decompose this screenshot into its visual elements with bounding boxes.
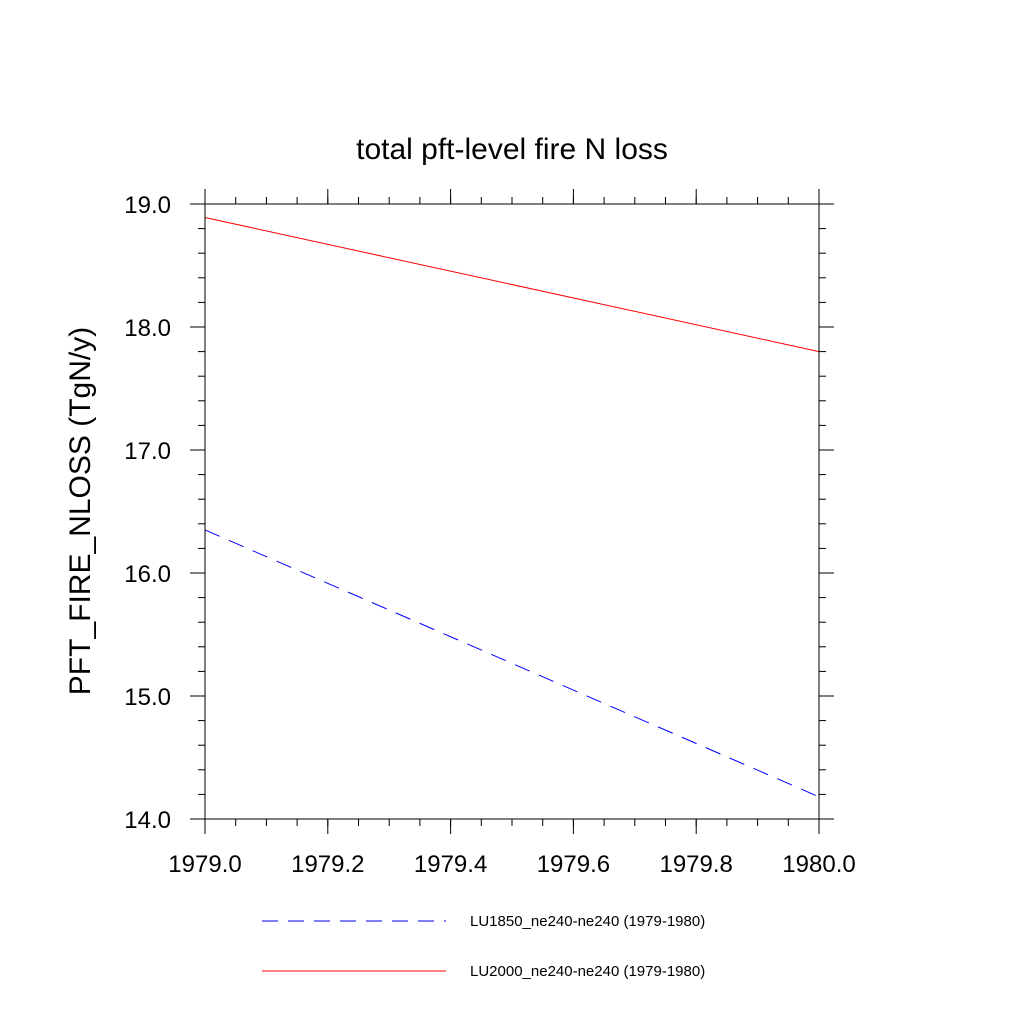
x-tick-label: 1979.0: [168, 851, 241, 878]
y-tick-label: 17.0: [124, 438, 171, 465]
legend-label: LU1850_ne240-ne240 (1979-1980): [470, 913, 705, 930]
y-axis-label: PFT_FIRE_NLOSS (TgN/y): [64, 327, 97, 695]
legend-label: LU2000_ne240-ne240 (1979-1980): [470, 963, 705, 980]
x-tick-label: 1979.2: [291, 851, 364, 878]
y-tick-label: 18.0: [124, 315, 171, 342]
y-tick-label: 19.0: [124, 192, 171, 219]
ticks-layer: 1979.0 1979.2 1979.4 1979.6 1979.8 1980.0 14.0…: [124, 189, 856, 878]
x-tick-label: 1979.4: [414, 851, 487, 878]
chart-title: total pft-level fire N loss: [356, 133, 668, 166]
series-line: [204, 217, 820, 353]
y-tick-label: 15.0: [124, 684, 171, 711]
y-tick-label: 16.0: [124, 561, 171, 588]
plot-frame: [204, 203, 820, 820]
y-tick-label: 14.0: [124, 807, 171, 834]
x-tick-label: 1980.0: [782, 851, 855, 878]
x-tick-label: 1979.8: [659, 851, 732, 878]
series-layer: [204, 217, 820, 798]
plot-area: 1979.0 1979.2 1979.4 1979.6 1979.8 1980.0 14.0…: [124, 189, 856, 878]
x-tick-label: 1979.6: [537, 851, 610, 878]
series-line: [204, 529, 820, 798]
legend: LU1850_ne240-ne240 (1979-1980) LU2000_ne2…: [262, 913, 705, 980]
